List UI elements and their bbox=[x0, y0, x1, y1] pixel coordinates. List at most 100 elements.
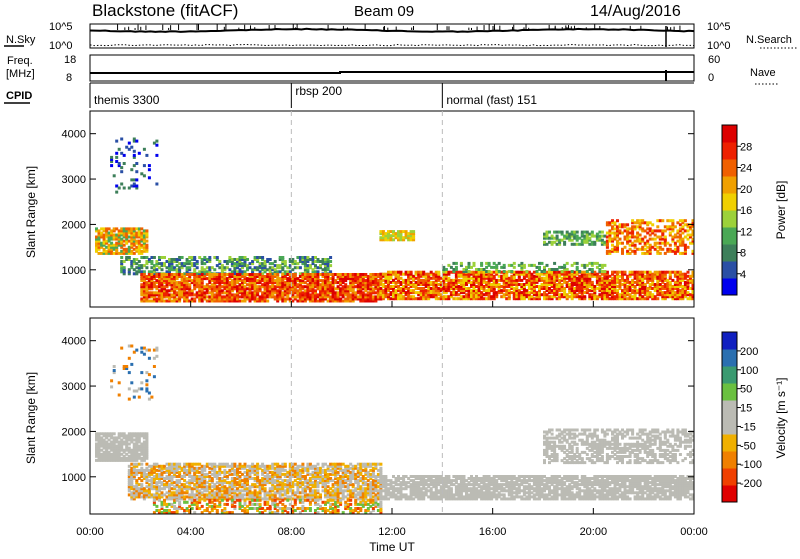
heatmap-cell bbox=[384, 232, 387, 235]
heatmap-cell bbox=[654, 295, 657, 298]
heatmap-cell bbox=[603, 270, 606, 273]
heatmap-cell bbox=[178, 463, 181, 466]
heatmap-cell bbox=[123, 266, 126, 269]
nave-tick-top: 60 bbox=[708, 54, 720, 66]
heatmap-cell bbox=[233, 293, 236, 296]
nsky-tick-bottom: 10^0 bbox=[49, 40, 73, 52]
heatmap-cell bbox=[656, 225, 659, 228]
heatmap-cell bbox=[415, 277, 418, 280]
heatmap-cell bbox=[566, 262, 569, 265]
heatmap-cell bbox=[155, 140, 158, 143]
heatmap-cell bbox=[186, 481, 189, 484]
heatmap-cell bbox=[566, 268, 569, 271]
heatmap-cell bbox=[400, 277, 403, 280]
heatmap-cell bbox=[520, 279, 523, 282]
heatmap-cell bbox=[533, 264, 536, 267]
heatmap-cell bbox=[98, 252, 101, 255]
heatmap-cell bbox=[520, 271, 523, 274]
heatmap-cell bbox=[415, 271, 418, 274]
heatmap-cell bbox=[213, 268, 216, 271]
heatmap-cell bbox=[294, 273, 297, 276]
heatmap-cell bbox=[143, 148, 146, 151]
heatmap-cell bbox=[384, 285, 387, 288]
nsky-panel bbox=[90, 24, 694, 48]
heatmap-cell bbox=[140, 432, 143, 435]
heatmap-cell bbox=[475, 268, 478, 271]
heatmap-cell bbox=[659, 252, 662, 255]
heatmap-cell bbox=[498, 270, 501, 273]
heatmap-cell bbox=[576, 262, 579, 265]
heatmap-cell bbox=[120, 166, 123, 169]
heatmap-cell bbox=[468, 270, 471, 273]
heatmap-cell bbox=[513, 262, 516, 265]
heatmap-cell bbox=[669, 271, 672, 274]
heatmap-cell bbox=[624, 271, 627, 274]
heatmap-cell bbox=[664, 236, 667, 239]
heatmap-cell bbox=[490, 283, 493, 286]
heatmap-cell bbox=[626, 223, 629, 226]
heatmap-cell bbox=[669, 281, 672, 284]
heatmap-cell bbox=[593, 235, 596, 238]
heatmap-cell bbox=[246, 258, 249, 261]
heatmap-cell bbox=[181, 256, 184, 259]
heatmap-cell bbox=[329, 264, 332, 267]
heatmap-cell bbox=[118, 148, 121, 151]
heatmap-cell bbox=[233, 489, 236, 492]
heatmap-cell bbox=[603, 264, 606, 267]
heatmap-cell bbox=[591, 268, 594, 271]
heatmap-cell bbox=[115, 140, 118, 143]
heatmap-cell bbox=[110, 441, 113, 444]
heatmap-cell bbox=[593, 285, 596, 288]
heatmap-cell bbox=[125, 434, 128, 437]
heatmap-cell bbox=[155, 481, 158, 484]
heatmap-cell bbox=[339, 273, 342, 276]
heatmap-cell bbox=[186, 277, 189, 280]
heatmap-cell bbox=[324, 273, 327, 276]
heatmap-cell bbox=[651, 223, 654, 226]
heatmap-cell bbox=[608, 275, 611, 278]
heatmap-cell bbox=[455, 262, 458, 265]
cpid-segment-label: normal (fast) 151 bbox=[446, 93, 537, 107]
heatmap-cell bbox=[674, 225, 677, 228]
heatmap-cell bbox=[601, 231, 604, 234]
heatmap-cell bbox=[264, 275, 267, 278]
heatmap-cell bbox=[430, 287, 433, 290]
cpid-label: CPID bbox=[6, 90, 32, 102]
heatmap-cell bbox=[608, 229, 611, 232]
heatmap-cell bbox=[264, 465, 267, 468]
heatmap-cell bbox=[309, 293, 312, 296]
heatmap-cell bbox=[249, 266, 252, 269]
heatmap-cell bbox=[415, 281, 418, 284]
heatmap-cell bbox=[125, 146, 128, 149]
heatmap-cell bbox=[186, 258, 189, 261]
heatmap-cell bbox=[171, 463, 174, 466]
heatmap-cell bbox=[548, 295, 551, 298]
heatmap-cell bbox=[498, 262, 501, 265]
heatmap-cell bbox=[505, 297, 508, 300]
heatmap-cell bbox=[155, 268, 158, 271]
heatmap-cell bbox=[155, 285, 158, 288]
heatmap-cell bbox=[140, 443, 143, 446]
date-label: 14/Aug/2016 bbox=[590, 3, 681, 20]
heatmap-cell bbox=[140, 495, 143, 498]
heatmap-cell bbox=[279, 264, 282, 267]
heatmap-cell bbox=[123, 162, 126, 165]
heatmap-cell bbox=[110, 164, 113, 167]
heatmap-cell bbox=[266, 300, 269, 303]
heatmap-cell bbox=[140, 457, 143, 460]
heatmap-cell bbox=[533, 275, 536, 278]
heatmap-cell bbox=[120, 256, 123, 259]
heatmap-cell bbox=[125, 457, 128, 460]
heatmap-cell bbox=[578, 295, 581, 298]
heatmap-cell bbox=[619, 238, 622, 241]
heatmap-cell bbox=[115, 152, 118, 155]
heatmap-cell bbox=[578, 275, 581, 278]
heatmap-cell bbox=[284, 260, 287, 263]
heatmap-cell bbox=[561, 231, 564, 234]
heatmap-cell bbox=[661, 219, 664, 222]
heatmap-cell bbox=[661, 248, 664, 251]
heatmap-cell bbox=[437, 271, 440, 274]
heatmap-cell bbox=[583, 295, 586, 298]
velocity-panel bbox=[90, 318, 695, 514]
heatmap-cell bbox=[125, 256, 128, 259]
